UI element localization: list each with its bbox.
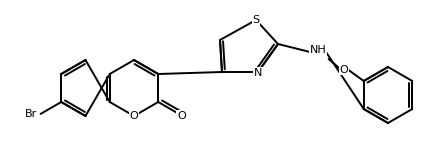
Text: O: O [130,111,138,121]
Text: O: O [339,65,348,75]
Text: NH: NH [310,45,326,55]
Text: N: N [254,68,262,78]
Text: Br: Br [25,109,37,119]
Text: O: O [177,111,186,121]
Text: S: S [252,15,260,25]
